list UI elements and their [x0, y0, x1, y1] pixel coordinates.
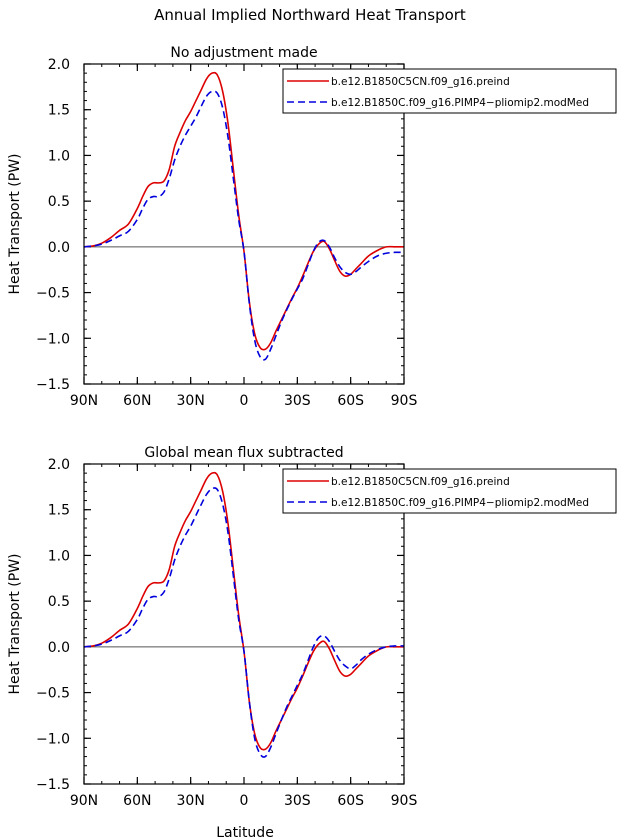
legend-label-2: b.e12.B1850C.f09_g16.PIMP4−pliomip2.modM…: [331, 97, 589, 109]
legend-box: [282, 68, 617, 114]
y-tick-label: 1.0: [48, 548, 70, 564]
legend-box: [282, 468, 617, 514]
x-tick-label: 60S: [337, 793, 364, 809]
y-tick-label: 1.0: [48, 148, 70, 164]
x-tick-label: 0: [240, 393, 249, 409]
y-axis-label: Heat Transport (PW): [7, 153, 23, 294]
y-tick-label: 0.5: [48, 194, 70, 210]
y-tick-label: 0.0: [48, 240, 70, 256]
y-tick-label: 0.0: [48, 640, 70, 656]
legend-label-2: b.e12.B1850C.f09_g16.PIMP4−pliomip2.modM…: [331, 497, 589, 509]
x-tick-label: 30S: [284, 793, 311, 809]
x-tick-label: 30N: [177, 793, 205, 809]
x-tick-label: 60N: [123, 793, 151, 809]
y-tick-label: −1.5: [36, 777, 70, 793]
x-tick-label: 90S: [391, 393, 418, 409]
x-axis-label: Latitude: [216, 825, 274, 839]
chart-panel-bottom: Global mean flux subtracted Heat Transpor…: [7, 445, 617, 809]
plot-frame: [83, 63, 405, 385]
y-tick-label: 2.0: [48, 457, 70, 473]
series-line-2: [83, 487, 405, 758]
chart-panel-top: No adjustment made Heat Transport (PW) −1.…: [7, 45, 617, 409]
legend-label-1: b.e12.B1850C5CN.f09_g16.preind: [331, 76, 510, 88]
y-axis-label: Heat Transport (PW): [7, 553, 23, 694]
y-tick-label: −1.0: [36, 731, 70, 747]
y-tick-label: 1.5: [48, 503, 70, 519]
x-tick-label: 90S: [391, 793, 418, 809]
series-line-1: [83, 471, 404, 751]
x-tick-label: 60N: [123, 393, 151, 409]
x-tick-label: 60S: [337, 393, 364, 409]
series-line-1: [83, 71, 404, 351]
y-tick-label: 0.5: [48, 594, 70, 610]
x-tick-label: 90N: [70, 393, 98, 409]
plot-frame: [83, 463, 405, 785]
x-tick-label: 30N: [177, 393, 205, 409]
legend-label-1: b.e12.B1850C5CN.f09_g16.preind: [331, 476, 510, 488]
y-tick-label: 2.0: [48, 57, 70, 73]
y-tick-label: −1.5: [36, 377, 70, 393]
panel-title: Global mean flux subtracted: [144, 445, 343, 461]
panel-title: No adjustment made: [170, 45, 317, 61]
series-line-2: [83, 90, 405, 361]
x-tick-label: 30S: [284, 393, 311, 409]
y-tick-label: 1.5: [48, 103, 70, 119]
y-tick-label: −0.5: [36, 286, 70, 302]
x-tick-label: 90N: [70, 793, 98, 809]
y-tick-label: −0.5: [36, 686, 70, 702]
x-tick-label: 0: [240, 793, 249, 809]
y-tick-label: −1.0: [36, 331, 70, 347]
figure-title: Annual Implied Northward Heat Transport: [154, 6, 466, 24]
